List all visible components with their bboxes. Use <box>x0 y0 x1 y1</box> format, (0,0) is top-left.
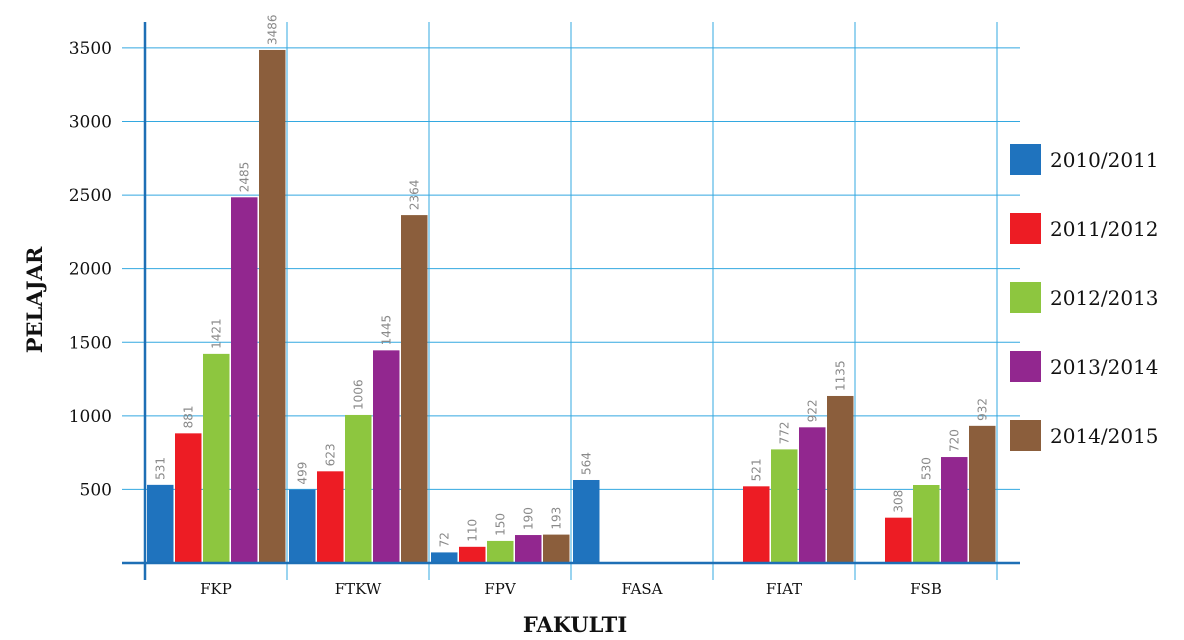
legend-label: 2013/2014 <box>1050 355 1159 379</box>
y-tick-label: 1000 <box>69 407 112 427</box>
x-tick-label: FIAT <box>766 580 802 598</box>
bar <box>317 471 344 563</box>
bar <box>543 534 570 563</box>
bar <box>743 486 770 563</box>
x-tick-label: FASA <box>621 580 662 598</box>
data-label: 72 <box>437 532 451 547</box>
x-tick-label: FPV <box>484 580 517 598</box>
legend-item-2012-2013: 2012/2013 <box>1010 278 1180 318</box>
y-tick-label: 1500 <box>69 333 112 353</box>
data-label: 564 <box>579 452 593 475</box>
x-tick-label: FSB <box>910 580 942 598</box>
data-label: 1135 <box>833 360 847 391</box>
data-label: 1421 <box>209 318 223 349</box>
legend-item-2014-2015: 2014/2015 <box>1010 416 1180 456</box>
bar <box>203 353 230 563</box>
data-label: 932 <box>975 398 989 421</box>
legend-label: 2010/2011 <box>1050 148 1159 172</box>
y-tick-label: 3000 <box>69 113 112 133</box>
bars <box>147 49 996 564</box>
axes: 500 1000 1500 2000 2500 3000 3500 FKP FTKW FPV FAS… <box>69 22 1020 598</box>
data-label: 1006 <box>351 379 365 410</box>
bar <box>401 215 428 563</box>
legend-swatch <box>1010 351 1041 382</box>
data-label: 521 <box>749 458 763 481</box>
data-label: 150 <box>493 513 507 536</box>
data-label: 772 <box>777 421 791 444</box>
data-labels: 531 881 1421 2485 3486 499 623 1006 1445 2364 72 11… <box>153 14 989 547</box>
data-label: 110 <box>465 519 479 542</box>
bar <box>827 395 854 563</box>
data-label: 881 <box>181 405 195 428</box>
bar <box>345 414 372 563</box>
legend-item-2013-2014: 2013/2014 <box>1010 347 1180 387</box>
legend-label: 2014/2015 <box>1050 424 1159 448</box>
data-label: 530 <box>919 457 933 480</box>
data-label: 922 <box>805 399 819 422</box>
x-axis-title: FAKULTI <box>523 612 627 637</box>
data-label: 2364 <box>407 180 421 211</box>
data-label: 3486 <box>265 14 279 45</box>
legend-swatch <box>1010 420 1041 451</box>
bar <box>147 484 174 563</box>
data-label: 531 <box>153 457 167 480</box>
y-axis-title: PELAJAR <box>22 246 47 353</box>
bar <box>175 433 202 563</box>
legend-swatch <box>1010 213 1041 244</box>
legend-label: 2012/2013 <box>1050 286 1159 310</box>
legend-swatch <box>1010 144 1041 175</box>
bar <box>231 197 258 563</box>
bar <box>969 425 996 563</box>
x-tick-label: FTKW <box>335 580 382 598</box>
bar <box>771 449 798 563</box>
bar <box>799 427 826 563</box>
legend-swatch <box>1010 282 1041 313</box>
bar <box>259 49 286 564</box>
bar <box>941 457 968 563</box>
bar <box>487 540 514 563</box>
bar <box>913 485 940 563</box>
data-label: 720 <box>947 429 961 452</box>
bar <box>431 552 458 563</box>
x-tick-label: FKP <box>200 580 232 598</box>
data-label: 499 <box>295 462 309 485</box>
data-label: 1445 <box>379 315 393 346</box>
y-tick-label: 3500 <box>69 39 112 59</box>
bar <box>289 489 316 563</box>
y-tick-label: 2500 <box>69 186 112 206</box>
legend-item-2011-2012: 2011/2012 <box>1010 209 1180 249</box>
y-tick-label: 500 <box>80 480 112 500</box>
data-label: 623 <box>323 443 337 466</box>
bar <box>515 535 542 563</box>
data-label: 193 <box>549 507 563 530</box>
legend-item-2010-2011: 2010/2011 <box>1010 140 1180 180</box>
data-label: 2485 <box>237 162 251 193</box>
legend-label: 2011/2012 <box>1050 217 1159 241</box>
y-tick-label: 2000 <box>69 260 112 280</box>
bar <box>459 546 486 563</box>
data-label: 190 <box>521 507 535 530</box>
bar <box>573 479 600 563</box>
bar <box>373 350 400 563</box>
data-label: 308 <box>891 490 905 513</box>
bar <box>885 517 912 563</box>
